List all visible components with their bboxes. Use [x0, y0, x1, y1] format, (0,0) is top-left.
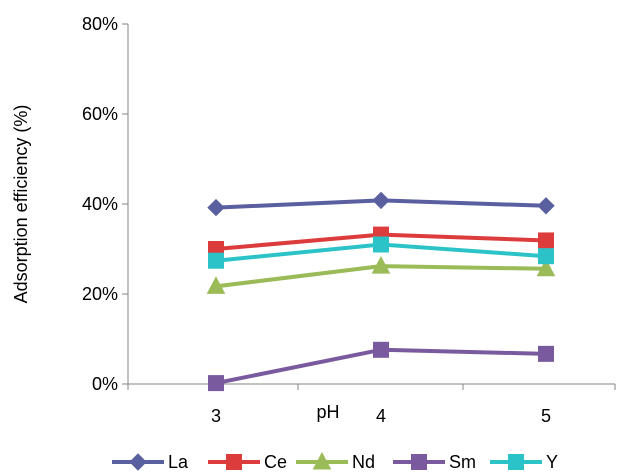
data-point-nd — [206, 276, 226, 294]
legend: La Ce Nd Sm Y — [112, 451, 558, 472]
data-point-nd — [371, 256, 391, 274]
legend-marker-y — [508, 454, 524, 470]
y-axis-title: Adsorption efficiency (%) — [11, 105, 31, 304]
y-tick-label: 80% — [82, 14, 118, 34]
legend-item-ce: Ce — [208, 452, 287, 472]
axes: 0% 20% 40% 60% 80% 3 4 5 — [82, 14, 616, 426]
data-point-ce — [538, 232, 554, 249]
legend-label-nd: Nd — [352, 452, 375, 472]
legend-label-ce: Ce — [264, 452, 287, 472]
legend-label-y: Y — [546, 452, 558, 472]
data-point-y — [538, 248, 554, 265]
data-point-sm — [538, 345, 554, 362]
legend-marker-nd — [312, 451, 332, 470]
series-nd — [206, 256, 556, 294]
data-point-nd — [536, 258, 556, 277]
series-y — [208, 236, 554, 269]
legend-item-y: Y — [490, 452, 558, 472]
legend-marker-sm — [411, 454, 427, 470]
x-tick-label: 5 — [541, 406, 551, 426]
y-tick-label: 20% — [82, 284, 118, 304]
legend-label-la: La — [168, 452, 189, 472]
legend-item-la: La — [112, 452, 189, 472]
data-point-la — [207, 198, 225, 217]
data-point-la — [372, 191, 390, 210]
series-layer — [206, 191, 556, 392]
series-sm — [208, 341, 554, 392]
legend-marker-ce — [226, 454, 242, 470]
x-tick-label: 4 — [376, 406, 386, 426]
y-tick-label: 40% — [82, 194, 118, 214]
y-tick-label: 60% — [82, 104, 118, 124]
legend-item-nd: Nd — [296, 451, 375, 472]
data-point-y — [373, 236, 389, 253]
data-point-la — [537, 197, 555, 215]
data-point-sm — [208, 375, 224, 392]
x-tick-label: 3 — [211, 406, 221, 426]
data-point-sm — [373, 341, 389, 358]
legend-label-sm: Sm — [449, 452, 476, 472]
data-point-y — [208, 252, 224, 269]
series-la — [207, 191, 555, 217]
y-tick-label: 0% — [92, 374, 118, 394]
legend-item-sm: Sm — [393, 452, 476, 472]
x-axis-title: pH — [316, 402, 339, 422]
legend-marker-la — [129, 453, 147, 471]
